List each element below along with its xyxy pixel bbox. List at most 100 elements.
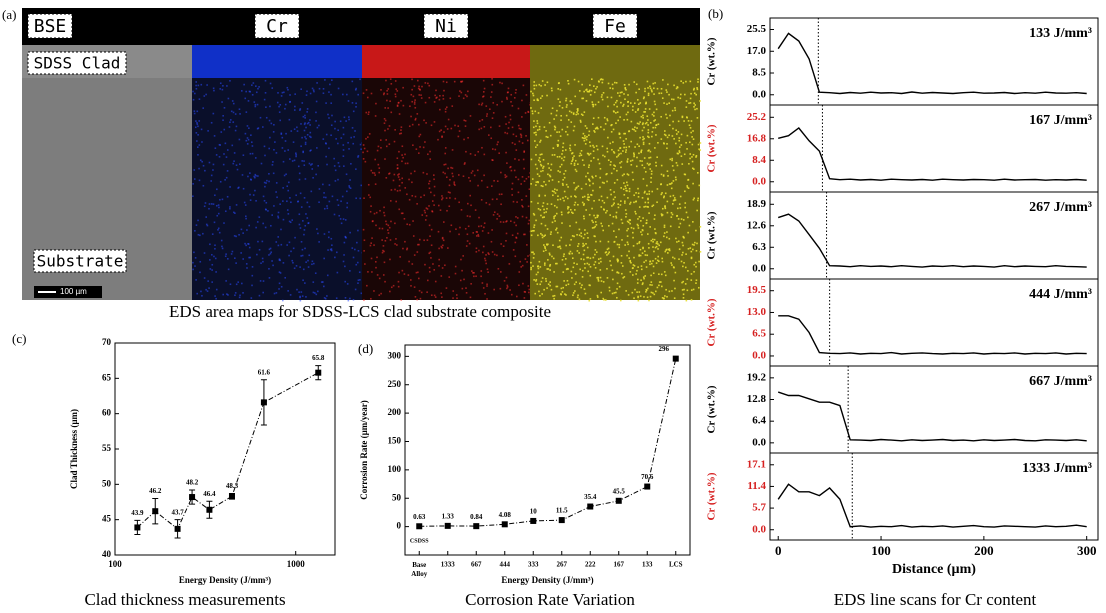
map-dot — [579, 282, 581, 285]
map-dot — [652, 204, 655, 207]
map-dot — [247, 243, 249, 245]
map-dot — [482, 245, 485, 248]
map-dot — [232, 111, 235, 114]
map-dot — [212, 163, 215, 166]
map-dot — [342, 260, 345, 263]
map-dot — [665, 113, 667, 116]
map-dot — [610, 131, 613, 133]
map-dot — [558, 82, 560, 84]
map-dot — [565, 284, 568, 287]
map-dot — [388, 143, 391, 145]
map-dot — [699, 142, 702, 144]
map-dot — [309, 92, 312, 95]
map-dot — [589, 84, 591, 86]
map-dot — [657, 255, 660, 258]
map-dot — [540, 107, 543, 109]
map-dot — [533, 279, 535, 281]
map-dot — [390, 189, 393, 191]
map-dot — [554, 220, 556, 222]
map-dot — [457, 174, 460, 176]
map-dot — [370, 242, 373, 244]
map-dot — [215, 154, 218, 156]
map-dot — [351, 247, 354, 249]
map-dot — [636, 143, 639, 146]
map-dot — [408, 198, 411, 201]
map-dot — [402, 156, 404, 159]
map-dot — [366, 96, 369, 99]
map-dot — [555, 229, 557, 231]
map-dot — [362, 158, 365, 160]
map-dot — [527, 285, 530, 287]
map-dot — [647, 119, 649, 121]
map-dot — [578, 155, 581, 157]
map-dot — [528, 288, 531, 291]
map-dot — [532, 92, 534, 95]
map-dot — [285, 132, 287, 135]
map-dot — [493, 288, 495, 291]
map-dot — [328, 91, 330, 93]
map-dot — [366, 150, 369, 153]
map-dot — [539, 283, 542, 286]
map-dot — [257, 127, 260, 129]
map-dot — [624, 200, 626, 203]
map-dot — [605, 211, 607, 214]
map-dot — [400, 129, 402, 131]
map-dot — [594, 225, 597, 228]
map-dot — [681, 289, 684, 291]
x-axis-label: Energy Density (J/mm³) — [501, 575, 593, 585]
map-dot — [271, 260, 273, 262]
map-dot — [452, 297, 454, 299]
map-dot — [647, 198, 649, 201]
map-dot — [533, 226, 535, 229]
map-dot — [648, 136, 650, 139]
map-dot — [504, 115, 507, 118]
map-dot — [291, 259, 294, 262]
map-dot — [644, 108, 647, 110]
map-dot — [541, 277, 544, 279]
map-dot — [546, 81, 549, 84]
map-dot — [549, 134, 552, 137]
map-dot — [647, 233, 649, 235]
map-dot — [261, 257, 264, 260]
map-dot — [386, 99, 388, 102]
map-dot — [585, 138, 588, 141]
map-dot — [345, 173, 348, 176]
map-dot — [642, 136, 644, 138]
map-dot — [195, 81, 198, 83]
map-dot — [392, 179, 395, 182]
map-dot — [363, 147, 366, 150]
map-dot — [648, 142, 651, 145]
map-dot — [637, 266, 639, 268]
map-dot — [381, 227, 384, 230]
map-dot — [352, 142, 355, 145]
map-dot — [464, 162, 466, 164]
map-dot — [214, 194, 216, 197]
map-dot — [193, 251, 195, 254]
map-dot — [356, 241, 358, 244]
map-dot — [500, 203, 502, 206]
map-dot — [257, 175, 259, 177]
map-dot — [603, 155, 606, 158]
map-dot — [492, 102, 495, 104]
map-dot — [349, 231, 351, 234]
map-dot — [592, 256, 595, 259]
map-dot — [357, 93, 359, 96]
map-dot — [244, 204, 247, 206]
map-dot — [271, 164, 274, 166]
map-dot — [491, 83, 494, 86]
map-dot — [234, 212, 236, 215]
map-dot — [427, 153, 429, 156]
map-dot — [280, 285, 283, 288]
map-dot — [448, 184, 451, 187]
marker — [501, 521, 508, 528]
map-dot — [665, 89, 668, 91]
map-dot — [192, 261, 194, 264]
y-tick-label: 25.2 — [747, 111, 767, 123]
map-dot — [360, 292, 363, 295]
map-dot — [687, 247, 690, 250]
map-dot — [201, 294, 203, 297]
map-dot — [393, 173, 396, 176]
map-dot — [546, 287, 548, 289]
map-dot — [608, 289, 611, 292]
map-dot — [572, 158, 574, 161]
